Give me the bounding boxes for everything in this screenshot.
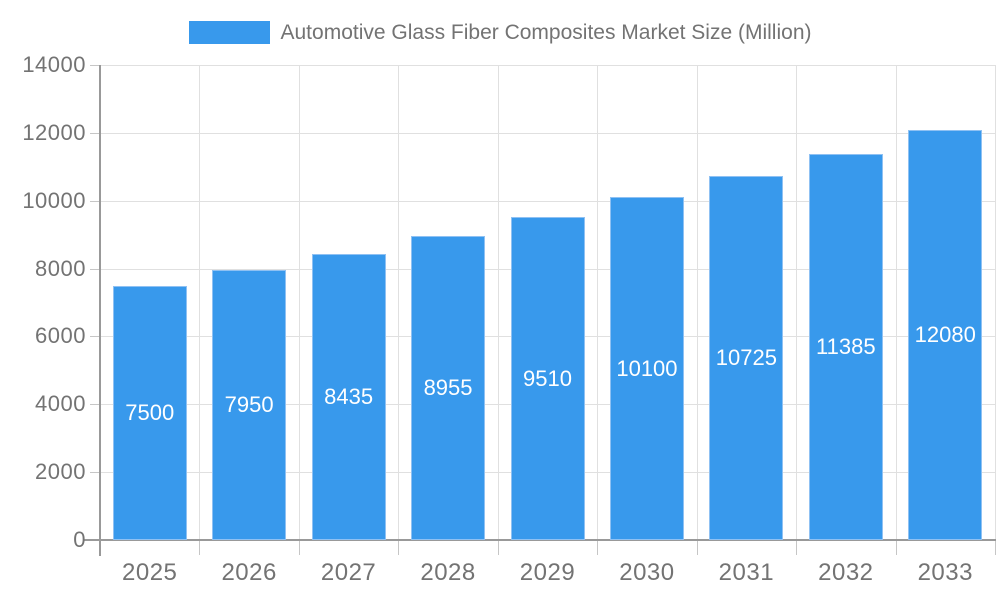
v-gridline — [696, 65, 698, 540]
x-tick-label: 2030 — [619, 559, 675, 586]
legend-item[interactable]: Automotive Glass Fiber Composites Market… — [188, 20, 812, 45]
v-gridline — [796, 65, 798, 540]
v-gridline — [995, 65, 996, 540]
bar-2032[interactable] — [808, 153, 883, 540]
bar-2025[interactable] — [112, 285, 187, 540]
v-gridline — [597, 65, 599, 540]
x-tick-label: 2028 — [420, 559, 476, 586]
h-gridline — [100, 132, 995, 134]
y-tick-mark — [90, 268, 100, 270]
y-tick-mark — [90, 336, 100, 338]
x-axis-line — [84, 539, 996, 541]
x-tick-mark — [895, 540, 897, 555]
y-tick-mark — [90, 472, 100, 474]
bar-value-label: 12080 — [914, 322, 976, 348]
y-tick-label: 8000 — [35, 255, 86, 281]
x-tick-mark — [995, 540, 996, 555]
y-tick-mark — [90, 132, 100, 134]
y-tick-mark — [90, 404, 100, 406]
legend: Automotive Glass Fiber Composites Market… — [0, 20, 1000, 45]
x-tick-label: 2029 — [519, 559, 576, 586]
bar-value-label: 8955 — [423, 375, 473, 401]
x-tick-mark — [497, 540, 499, 555]
bar-value-label: 11385 — [816, 333, 876, 359]
v-gridline — [398, 65, 400, 540]
bar-2030[interactable] — [609, 197, 684, 540]
bar-2029[interactable] — [510, 217, 585, 540]
x-tick-mark — [597, 540, 599, 555]
legend-label: Automotive Glass Fiber Composites Market… — [280, 21, 812, 44]
legend-swatch-icon — [188, 21, 270, 44]
bar-2026[interactable] — [212, 270, 287, 540]
y-tick-label: 4000 — [35, 391, 86, 417]
x-tick-mark — [796, 540, 798, 555]
bar-2027[interactable] — [311, 253, 386, 540]
x-tick-label: 2027 — [320, 559, 377, 586]
x-tick-mark — [298, 540, 300, 555]
y-tick-mark — [90, 200, 100, 202]
y-tick-mark — [90, 65, 100, 66]
h-gridline — [100, 200, 995, 202]
bar-value-label: 10100 — [616, 355, 678, 381]
y-tick-label: 12000 — [22, 119, 86, 145]
bar-2028[interactable] — [411, 236, 486, 540]
h-gridline — [100, 65, 995, 66]
y-tick-label: 0 — [73, 527, 86, 552]
x-tick-label: 2026 — [221, 559, 277, 586]
x-tick-label: 2025 — [122, 559, 178, 586]
bar-value-label: 7500 — [125, 399, 175, 425]
y-tick-label: 6000 — [35, 323, 86, 349]
y-tick-label: 14000 — [22, 52, 86, 77]
v-gridline — [497, 65, 499, 540]
y-axis-line — [99, 65, 101, 556]
v-gridline — [895, 65, 897, 540]
bar-value-label: 10725 — [715, 345, 777, 371]
bar-value-label: 7950 — [224, 392, 274, 418]
bar-value-label: 9510 — [523, 365, 572, 391]
v-gridline — [199, 65, 201, 540]
x-tick-label: 2032 — [818, 559, 874, 586]
bar-2031[interactable] — [709, 176, 784, 540]
x-tick-label: 2031 — [718, 559, 775, 586]
x-tick-mark — [199, 540, 201, 555]
bar-value-label: 8435 — [324, 383, 374, 409]
x-tick-mark — [398, 540, 400, 555]
x-tick-mark — [696, 540, 698, 555]
v-gridline — [298, 65, 300, 540]
x-tick-label: 2033 — [917, 559, 973, 586]
y-tick-label: 10000 — [22, 187, 86, 213]
y-tick-label: 2000 — [35, 459, 86, 485]
bar-2033[interactable] — [908, 130, 983, 540]
